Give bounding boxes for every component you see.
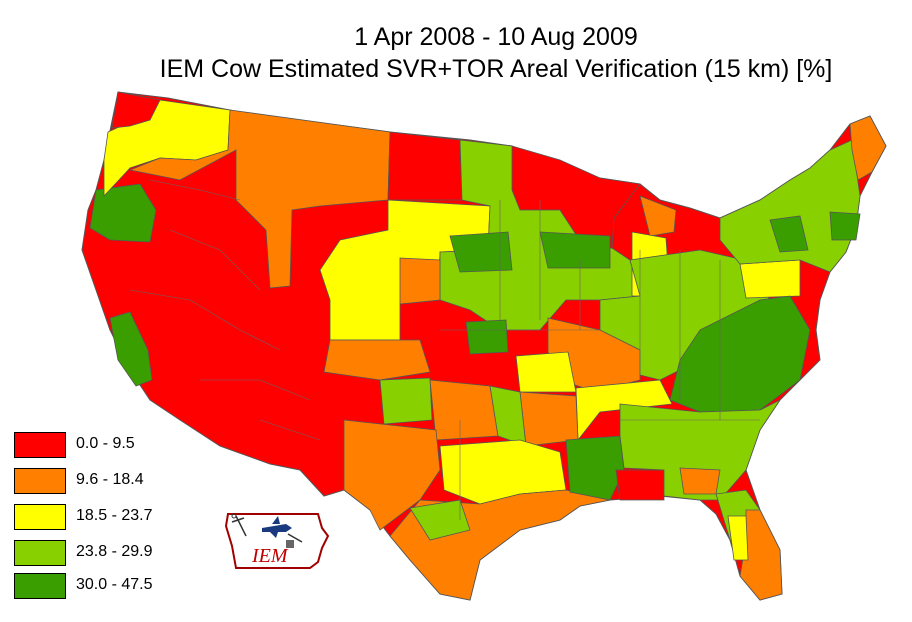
legend-label-0: 0.0 - 9.5 <box>76 435 135 452</box>
legend-label-4: 30.0 - 47.5 <box>76 576 153 593</box>
legend-label-3: 23.8 - 29.9 <box>76 543 153 560</box>
region-oregon <box>89 183 157 243</box>
region-mobile-red <box>615 469 665 501</box>
map-subtitle: IEM Cow Estimated SVR+TOR Areal Verifica… <box>159 55 833 83</box>
legend-swatch-0 <box>14 432 66 458</box>
legend-label-1: 9.6 - 18.4 <box>76 471 144 488</box>
region-oklahoma-orange <box>429 379 499 441</box>
region-kansas-orange <box>399 257 441 305</box>
map-title: 1 Apr 2008 - 10 Aug 2009 <box>354 23 638 51</box>
region-northern-rockies <box>128 109 391 289</box>
region-arkansas-orange <box>519 391 579 447</box>
region-pennsylvania <box>739 259 801 299</box>
legend-label-2: 18.5 - 23.7 <box>76 507 153 524</box>
legend-swatch-1 <box>14 468 66 494</box>
region-wisconsin-green <box>539 231 611 269</box>
region-michigan <box>639 195 677 237</box>
region-central-valley <box>109 311 153 387</box>
region-iowa-green <box>449 231 513 273</box>
region-missouri-green <box>465 319 509 355</box>
legend-swatch-4 <box>14 573 66 599</box>
region-florida-yellow <box>727 515 749 561</box>
region-appalachians <box>669 295 811 413</box>
iowa-outline-icon <box>224 513 330 569</box>
region-maine <box>849 115 887 181</box>
region-washington-coast <box>111 91 161 129</box>
weather-instruments-icon <box>231 513 303 548</box>
region-ny-green <box>769 215 809 253</box>
region-georgia-orange <box>679 467 721 495</box>
region-south-texas-green <box>409 499 471 541</box>
region-panhandle <box>323 339 431 381</box>
legend-swatch-2 <box>14 504 66 530</box>
logo-text: IEM <box>251 545 289 567</box>
region-northeast <box>719 139 861 273</box>
region-west-texas <box>343 419 441 531</box>
region-north-dakota <box>387 131 463 201</box>
region-mississippi <box>565 435 625 501</box>
legend-swatch-3 <box>14 540 66 566</box>
region-oklahoma <box>379 377 433 425</box>
region-mass-green <box>829 211 861 241</box>
region-kentucky-yellow <box>515 351 577 393</box>
iem-logo: IEM <box>224 513 330 569</box>
wfo-boundaries <box>129 179 760 520</box>
